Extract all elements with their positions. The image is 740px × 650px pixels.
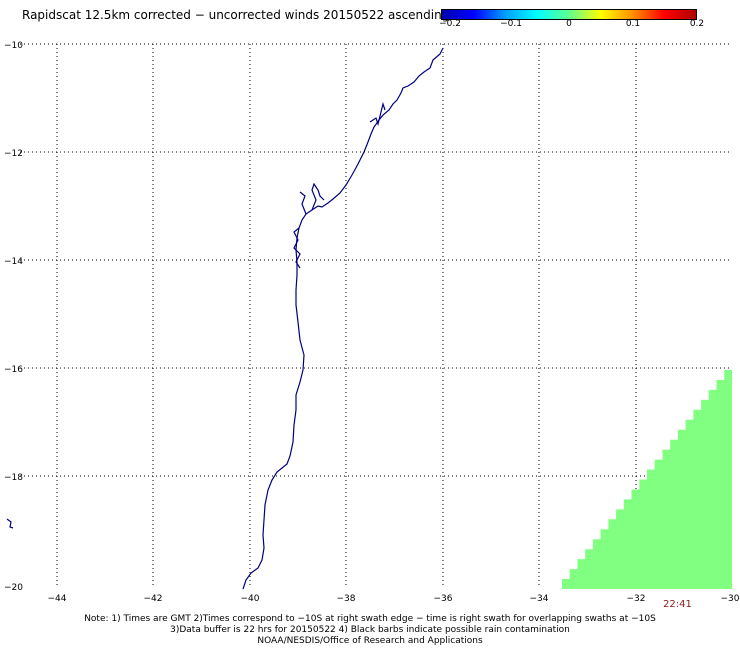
coastline-estuary: [293, 101, 386, 269]
colorbar-tick: −0.1: [500, 19, 522, 29]
grid-lines: [20, 43, 732, 586]
x-tick-label: −30: [721, 594, 740, 604]
x-tick-label: −32: [627, 594, 646, 604]
y-tick-label: −14: [4, 257, 23, 267]
y-tick-label: −16: [4, 365, 23, 375]
y-tick-label: −10: [4, 41, 23, 51]
swath-time-label: 22:41: [663, 599, 692, 610]
x-tick-label: −36: [434, 594, 453, 604]
y-tick-label: −20: [4, 583, 23, 593]
swath-polygon: [562, 370, 732, 589]
swath-area: [562, 370, 732, 589]
axis-ticks: −10 −12 −14 −16 −18 −20 −44 −42 −40 −38 …: [4, 41, 740, 604]
colorbar-tick: −0.2: [439, 19, 461, 29]
footnote-line: 3)Data buffer is 22 hrs for 20150522 4) …: [170, 625, 570, 635]
colorbar-tick: 0.1: [625, 19, 641, 29]
colorbar: [441, 9, 697, 20]
footnote-line: NOAA/NESDIS/Office of Research and Appli…: [257, 636, 483, 646]
footnote: Note: 1) Times are GMT 2)Times correspon…: [0, 614, 740, 647]
colorbar-tick: 0.2: [689, 19, 705, 29]
y-tick-label: −18: [4, 473, 23, 483]
island-marker: [6, 518, 14, 529]
y-tick-label: −12: [4, 149, 23, 159]
colorbar-tick: 0: [566, 19, 572, 29]
chart-title: Rapidscat 12.5km corrected − uncorrected…: [22, 8, 450, 22]
footnote-line: Note: 1) Times are GMT 2)Times correspon…: [84, 614, 656, 624]
x-tick-label: −38: [337, 594, 356, 604]
x-tick-label: −42: [144, 594, 163, 604]
x-tick-label: −40: [241, 594, 260, 604]
x-tick-label: −34: [530, 594, 549, 604]
coastline: [242, 47, 444, 590]
x-tick-label: −44: [48, 594, 67, 604]
